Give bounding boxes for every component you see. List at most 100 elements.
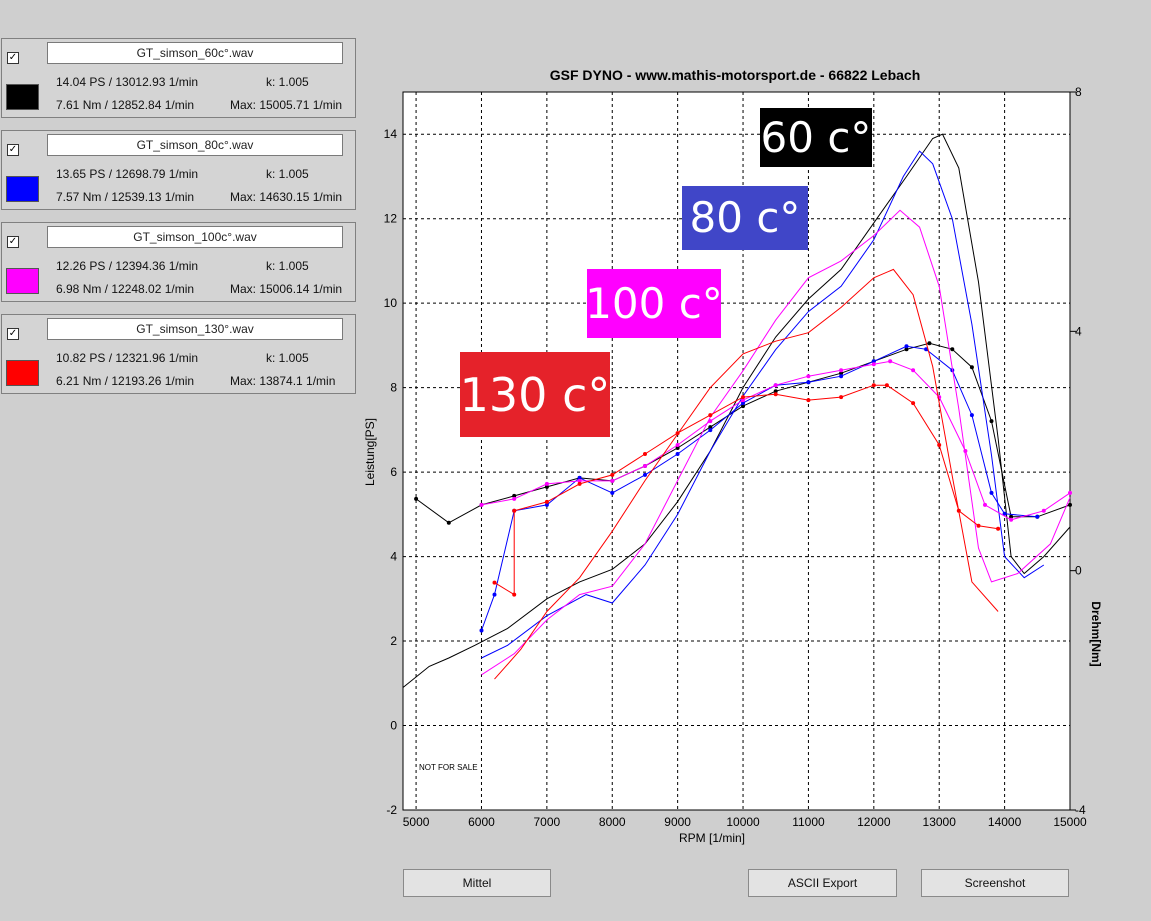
run-color-swatch[interactable] xyxy=(6,176,39,202)
torque-point xyxy=(479,628,484,633)
torque-point xyxy=(512,496,517,501)
label-100c: 100 c° xyxy=(585,269,723,338)
run-torque: 7.57 Nm / 12539.13 1/min xyxy=(56,190,195,204)
run-panel: ✓ GT_simson_60c°.wav 14.04 PS / 13012.93 1… xyxy=(1,38,356,118)
run-power: 14.04 PS / 13012.93 1/min xyxy=(56,75,199,89)
y2-tick-label: 8 xyxy=(1075,85,1082,99)
torque-point xyxy=(492,592,497,597)
run-color-swatch[interactable] xyxy=(6,268,39,294)
run-file-name[interactable]: GT_simson_60c°.wav xyxy=(47,42,343,64)
run-visible-checkbox[interactable]: ✓ xyxy=(7,52,19,64)
torque-point xyxy=(643,452,647,456)
y-tick-label: -2 xyxy=(386,803,397,817)
torque-point xyxy=(675,452,680,456)
run-max-rpm: Max: 15006.14 1/min xyxy=(230,282,343,296)
run-file-name[interactable]: GT_simson_80c°.wav xyxy=(47,134,343,156)
torque-point xyxy=(479,502,484,507)
run-file-name[interactable]: GT_simson_130°.wav xyxy=(47,318,343,340)
run-visible-checkbox[interactable]: ✓ xyxy=(7,328,19,340)
torque-point xyxy=(989,419,994,424)
torque-point xyxy=(492,580,497,585)
run-power: 10.82 PS / 12321.96 1/min xyxy=(56,351,199,365)
torque-point xyxy=(1068,490,1072,495)
torque-point xyxy=(871,362,876,367)
run-visible-checkbox[interactable]: ✓ xyxy=(7,144,19,156)
torque-point xyxy=(924,347,929,352)
x-axis-ticks: 5000 6000 7000 8000 9000 10000 11000 12000 13000… xyxy=(403,815,1087,829)
curves xyxy=(402,133,1072,688)
x-tick-label: 13000 xyxy=(923,815,957,829)
torque-point xyxy=(1002,511,1007,516)
torque-point xyxy=(911,401,916,406)
y-tick-label: 4 xyxy=(390,550,397,564)
run-max-rpm: Max: 14630.15 1/min xyxy=(230,190,343,204)
run-color-swatch[interactable] xyxy=(6,360,39,386)
y2-axis-label: Drehm[Nm] xyxy=(1089,601,1103,666)
torque-point xyxy=(1009,514,1014,519)
y-axis-ticks: -2 0 2 4 6 8 10 12 14 xyxy=(384,127,398,817)
torque-point xyxy=(643,464,647,468)
x-tick-label: 11000 xyxy=(792,815,825,829)
torque-point xyxy=(741,404,745,409)
torque-point xyxy=(1009,517,1014,522)
torque-point xyxy=(983,502,987,507)
ascii-export-button[interactable]: ASCII Export xyxy=(748,869,897,897)
x-tick-label: 10000 xyxy=(726,815,760,829)
torque-point xyxy=(839,368,844,373)
torque-point xyxy=(956,508,961,513)
torque-point xyxy=(643,472,647,477)
power-curve xyxy=(481,209,1071,676)
y-tick-label: 0 xyxy=(390,719,397,733)
torque-point xyxy=(839,395,844,400)
torque-point xyxy=(675,431,680,436)
torque-point xyxy=(708,419,713,424)
run-torque: 6.21 Nm / 12193.26 1/min xyxy=(56,374,195,388)
screenshot-button[interactable]: Screenshot xyxy=(921,869,1069,897)
run-panel: ✓ GT_simson_100c°.wav 12.26 PS / 12394.36 … xyxy=(1,222,356,302)
torque-point xyxy=(577,475,582,480)
y2-tick-label: -4 xyxy=(1075,803,1086,817)
torque-point xyxy=(610,490,615,495)
run-file-name[interactable]: GT_simson_100c°.wav xyxy=(47,226,343,248)
run-visible-checkbox[interactable]: ✓ xyxy=(7,236,19,248)
torque-point xyxy=(989,490,994,495)
run-k-factor: k: 1.005 xyxy=(266,259,309,273)
torque-point xyxy=(610,478,615,483)
torque-point xyxy=(773,383,778,388)
torque-point xyxy=(950,347,955,352)
torque-point xyxy=(927,341,932,346)
run-k-factor: k: 1.005 xyxy=(266,167,309,181)
run-max-rpm: Max: 13874.1 1/min xyxy=(230,374,336,388)
power-curve xyxy=(402,133,1071,688)
torque-point xyxy=(996,526,1001,531)
run-panel: ✓ GT_simson_130°.wav 10.82 PS / 12321.96 1… xyxy=(1,314,356,394)
y-tick-label: 14 xyxy=(384,127,398,141)
torque-point xyxy=(414,496,419,501)
torque-point xyxy=(884,383,889,388)
torque-point xyxy=(888,359,893,364)
torque-point xyxy=(969,413,974,418)
chart-title: GSF DYNO - www.mathis-motorsport.de - 66… xyxy=(550,67,921,83)
torque-point xyxy=(675,446,680,450)
torque-point xyxy=(544,502,549,507)
y-tick-label: 12 xyxy=(384,212,398,226)
mittel-button[interactable]: Mittel xyxy=(403,869,551,897)
torque-point xyxy=(839,374,844,379)
x-tick-label: 9000 xyxy=(664,815,691,829)
torque-point xyxy=(708,428,713,433)
x-tick-label: 12000 xyxy=(857,815,891,829)
run-power: 12.26 PS / 12394.36 1/min xyxy=(56,259,199,273)
x-tick-label: 5000 xyxy=(403,815,430,829)
run-k-factor: k: 1.005 xyxy=(266,351,309,365)
y2-tick-label: 0 xyxy=(1075,564,1082,578)
torque-point xyxy=(806,374,811,379)
torque-point xyxy=(1068,502,1072,507)
power-curve xyxy=(481,150,1045,659)
y-tick-label: 8 xyxy=(390,381,397,395)
run-power: 13.65 PS / 12698.79 1/min xyxy=(56,167,199,181)
run-color-swatch[interactable] xyxy=(6,84,39,110)
x-tick-label: 7000 xyxy=(534,815,561,829)
torque-point xyxy=(577,478,582,483)
torque-point xyxy=(1035,514,1040,519)
